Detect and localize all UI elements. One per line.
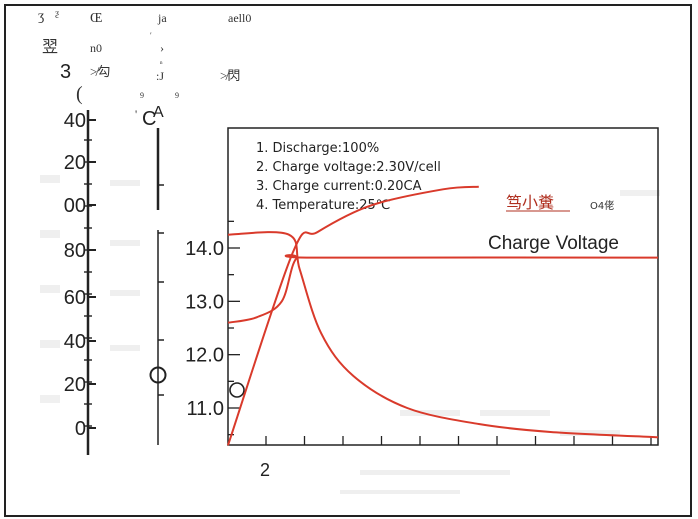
c-label: C xyxy=(142,108,156,130)
glyph-r3-c: 9 xyxy=(140,91,144,100)
dot-glyph-1: ʹ xyxy=(150,31,152,40)
legend: 笃小糞 O4佬 Charge Voltage xyxy=(488,193,619,254)
left-axis-label-0: 40 xyxy=(64,110,86,132)
outer-border xyxy=(4,4,692,517)
glyph-r2-d: ≯閃 xyxy=(220,68,240,83)
glyph-r1-d: › xyxy=(160,41,164,55)
voltage-tick-label-3: 11.0 xyxy=(187,398,224,420)
voltage-axis xyxy=(149,128,167,445)
note-2: 2. Charge voltage:2.30V/cell xyxy=(256,160,441,175)
left-axis: 40 20 00 80 60 40 20 0 xyxy=(64,110,96,455)
series-line-2 xyxy=(227,185,479,446)
marker-circle-inner xyxy=(229,382,245,398)
series-line-1 xyxy=(227,231,659,439)
voltage-tick-labels: 14.0 13.0 12.0 11.0 xyxy=(185,238,224,420)
legend-voltage-label: Charge Voltage xyxy=(488,233,619,254)
left-axis-label-3: 80 xyxy=(64,240,86,262)
curves xyxy=(227,185,659,446)
x-axis-ticks xyxy=(265,436,652,445)
left-axis-label-1: 20 xyxy=(64,152,86,174)
a-label: A xyxy=(153,104,164,121)
marker-circle-left xyxy=(149,366,167,384)
note-1: 1. Discharge:100% xyxy=(256,141,379,156)
header-glyph-1: ƺ xyxy=(55,8,59,18)
header-glyphs: ʒ ƺ Œ ja aell0 xyxy=(38,8,251,26)
glyph-r2-c: :J xyxy=(156,69,164,83)
left-axis-label-5: 40 xyxy=(64,331,86,353)
left-axis-label-7: 0 xyxy=(75,418,86,440)
series-line-0 xyxy=(227,254,659,324)
x-tick-label: 2 xyxy=(260,460,270,480)
chart-notes: 1. Discharge:100% 2. Charge voltage:2.30… xyxy=(256,141,441,213)
background-watermark xyxy=(40,175,660,494)
note-3: 3. Charge current:0.20CA xyxy=(256,179,422,194)
glyph-r1-b: 翌 xyxy=(42,39,58,56)
plot-area xyxy=(227,127,659,446)
left-glyph-rows: 翌 n0 › 3 ≯勾 :J ≯閃 ( 9 9 ' C A ʹ ⁿ xyxy=(42,31,240,130)
glyph-r3-d: 9 xyxy=(175,91,179,100)
legend-red-sub: O4佬 xyxy=(590,199,614,212)
legend-red-label: 笃小糞 xyxy=(506,193,554,212)
left-axis-label-2: 00 xyxy=(64,195,86,217)
glyph-r2-a: 3 xyxy=(60,61,71,83)
header-glyph-3: ja xyxy=(157,11,167,25)
glyph-r3-a: ( xyxy=(76,83,83,105)
note-4: 4. Temperature:25℃ xyxy=(256,198,390,213)
col-corner-glyph: ' xyxy=(135,107,137,121)
header-glyph-0: ʒ xyxy=(38,9,44,24)
header-glyph-2: Œ xyxy=(90,11,102,26)
dot-glyph-2: ⁿ xyxy=(160,59,163,68)
header-glyph-4: aell0 xyxy=(228,11,251,25)
glyph-r1-c: n0 xyxy=(90,41,102,55)
voltage-tick-label-1: 13.0 xyxy=(185,291,224,313)
glyph-r2-b: ≯勾 xyxy=(90,64,110,79)
left-axis-label-4: 60 xyxy=(64,287,86,309)
voltage-tick-label-2: 12.0 xyxy=(185,345,224,367)
voltage-tick-label-0: 14.0 xyxy=(185,238,224,260)
left-axis-label-6: 20 xyxy=(64,374,86,396)
